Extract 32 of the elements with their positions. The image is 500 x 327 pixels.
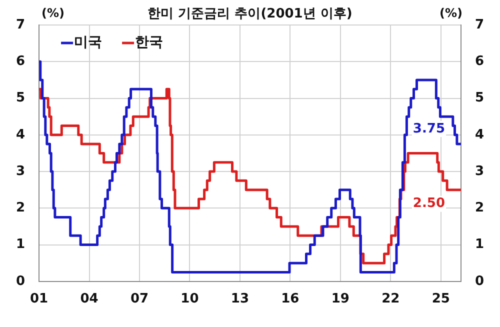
y2-tick-label: 7 [474, 17, 484, 32]
data-label: 3.75 [412, 121, 445, 136]
x-tick-label: 19 [331, 292, 350, 307]
legend-label: 한국 [135, 34, 164, 51]
y2-tick-label: 1 [474, 237, 484, 252]
y-tick-label: 4 [16, 127, 26, 142]
x-tick-label: 13 [230, 292, 249, 307]
x-tick-label: 04 [80, 292, 98, 307]
y2-tick-label: 6 [474, 54, 484, 70]
y2-tick-label: 5 [474, 90, 484, 106]
y2-axis-title: (%) [439, 6, 462, 20]
y-tick-label: 6 [16, 54, 26, 70]
y2-tick-label: 0 [474, 274, 484, 289]
y-tick-label: 7 [16, 17, 26, 32]
data-label: 2.50 [412, 196, 445, 212]
x-tick-label: 16 [281, 292, 300, 307]
y2-tick-label: 2 [474, 200, 484, 216]
y2-tick-label: 3 [474, 164, 484, 179]
x-tick-label: 07 [130, 292, 149, 307]
x-tick-label: 25 [432, 292, 450, 307]
y-tick-label: 5 [16, 90, 26, 106]
y-tick-label: 2 [16, 200, 26, 216]
x-tick-label: 10 [180, 292, 199, 307]
y-tick-label: 0 [16, 274, 26, 289]
y2-tick-label: 4 [474, 127, 484, 142]
x-tick-label: 22 [382, 292, 400, 307]
y-tick-label: 1 [16, 237, 26, 252]
y-axis-title: (%) [42, 6, 65, 20]
legend-label: 미국 [74, 34, 102, 51]
y-tick-label: 3 [16, 164, 26, 179]
chart-title: 한미 기준금리 추이(2001년 이후) [148, 6, 352, 22]
x-tick-label: 01 [30, 292, 48, 307]
